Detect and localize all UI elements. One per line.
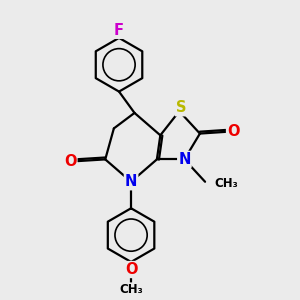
Text: CH₃: CH₃	[119, 283, 143, 296]
Text: S: S	[176, 100, 186, 115]
Text: N: N	[125, 174, 137, 189]
Text: O: O	[125, 262, 137, 277]
Text: N: N	[178, 152, 190, 167]
Text: CH₃: CH₃	[215, 177, 238, 190]
Text: O: O	[64, 154, 76, 169]
Text: F: F	[114, 23, 124, 38]
Text: O: O	[227, 124, 239, 140]
